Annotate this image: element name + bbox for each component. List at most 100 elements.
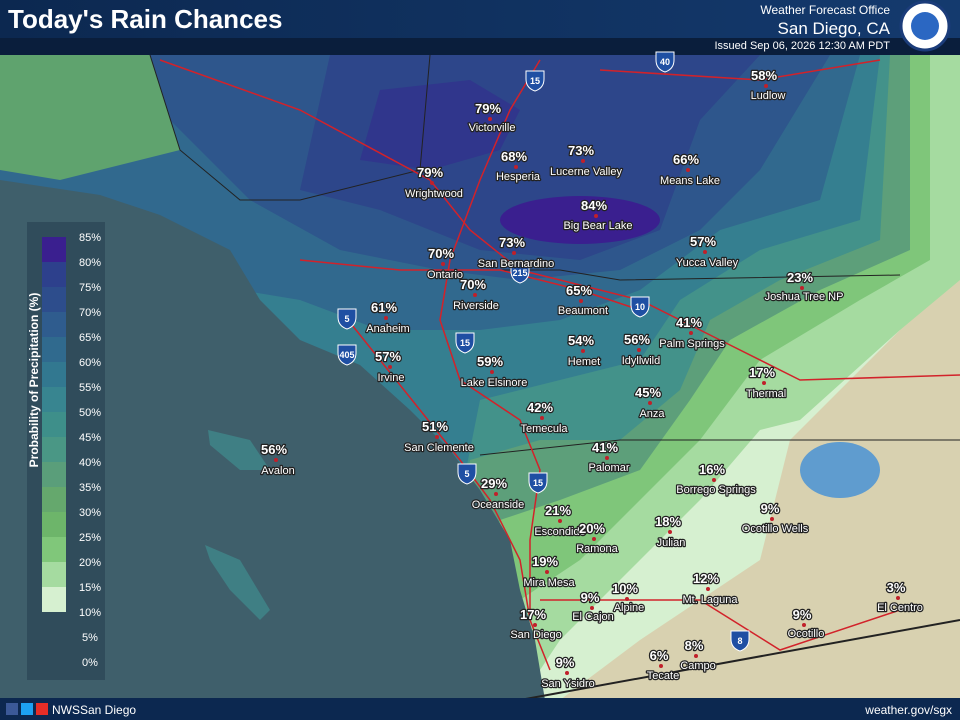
legend-title: Probability of Precipitation (%) [27, 293, 41, 468]
city-dot [637, 348, 641, 352]
city-dot [802, 623, 806, 627]
city-chance: 70% [428, 246, 454, 261]
city-name: Tecate [647, 670, 679, 682]
city-dot [770, 517, 774, 521]
city-name: Palm Springs [659, 338, 725, 350]
city-chance: 6% [650, 648, 669, 663]
city-chance: 59% [477, 354, 503, 369]
city-dot [581, 159, 585, 163]
legend-tick: 85% [79, 232, 101, 244]
city-chance: 56% [624, 332, 650, 347]
city-dot [490, 370, 494, 374]
shield-shape [630, 296, 650, 318]
legend-tick: 10% [79, 607, 101, 619]
legend-bar: 85% 80% 75% 70% 65% 60% 55% 50% 45% 40% 35% 30% 25% 2… [42, 232, 101, 669]
city-dot [703, 250, 707, 254]
legend-tick: 65% [79, 332, 101, 344]
county-line [479, 439, 960, 456]
city-chance: 79% [417, 165, 443, 180]
city: 57% Irvine [374, 348, 406, 386]
city-name: Campo [680, 660, 715, 672]
legend-tick: 75% [79, 282, 101, 294]
shield-number: 405 [339, 350, 354, 360]
city-chance: 23% [787, 270, 813, 285]
city-chance: 18% [655, 514, 681, 529]
city-name: Escondido [534, 526, 585, 538]
highway-shield: 8 [730, 630, 750, 652]
city: 41% Palm Springs [658, 314, 726, 352]
city-name: Ramona [576, 543, 618, 555]
nws-logo-inner [911, 12, 939, 40]
roads [159, 59, 960, 671]
city-chance: 41% [592, 440, 618, 455]
city: 23% Joshua Tree NP [763, 269, 844, 305]
legend-swatch [42, 337, 66, 362]
city-chance: 45% [635, 385, 661, 400]
legend-swatch [42, 387, 66, 412]
band [0, 55, 180, 180]
city-dot [592, 537, 596, 541]
city-chance: 68% [501, 149, 527, 164]
city: 73% Lucerne Valley [549, 142, 624, 180]
title: Today's Rain Chances [8, 4, 282, 34]
city-dot [388, 365, 392, 369]
ocean [0, 180, 545, 700]
city: 59% Lake Elsinore [459, 353, 528, 391]
shield-number: 15 [530, 76, 540, 86]
city-name: Yucca Valley [676, 257, 739, 269]
city: 61% Anaheim [365, 299, 411, 337]
city-name: San Bernardino [478, 258, 554, 270]
city-name: Beaumont [558, 305, 608, 317]
header-bar [0, 0, 960, 38]
city-dot [648, 401, 652, 405]
city-name: San Diego [510, 629, 561, 641]
shield-number: 15 [460, 338, 470, 348]
city-name: San Ysidro [541, 678, 595, 690]
city-dot [435, 435, 439, 439]
city: 58% Ludlow [749, 67, 786, 104]
city-dot [430, 181, 434, 185]
shield-number: 5 [464, 469, 469, 479]
city-dot [533, 623, 537, 627]
city: 9% Ocotillo [786, 606, 825, 642]
shield-shape [337, 344, 357, 366]
city-dot [540, 416, 544, 420]
header-strip [0, 38, 960, 55]
island [208, 430, 270, 470]
city-name: San Clemente [404, 442, 474, 454]
city-chance: 73% [568, 143, 594, 158]
highway-shield: 15 [525, 70, 545, 92]
legend-tick: 60% [79, 357, 101, 369]
city-name: Anza [639, 408, 665, 420]
city-chance: 56% [261, 442, 287, 457]
city-name: Means Lake [660, 175, 720, 187]
city-chance: 10% [612, 581, 638, 596]
shield-shape [528, 472, 548, 494]
city-dot [565, 671, 569, 675]
city-name: El Centro [877, 602, 923, 614]
legend-tick: 55% [79, 382, 101, 394]
city-chance: 65% [566, 283, 592, 298]
city-chance: 20% [579, 521, 605, 536]
city: 3% El Centro [876, 579, 924, 616]
city-name: Riverside [453, 300, 499, 312]
shield-number: 10 [635, 302, 645, 312]
legend-tick: 40% [79, 457, 101, 469]
city-chance: 29% [481, 476, 507, 491]
city: 12% Mt. Laguna [681, 570, 739, 608]
city-chance: 12% [693, 571, 719, 586]
city: 20% Ramona [575, 520, 620, 557]
city-name: Hemet [568, 356, 600, 368]
city-name: Wrightwood [405, 188, 463, 200]
city: 17% Thermal [745, 364, 788, 402]
issued: Issued Sep 06, 2026 12:30 AM PDT [714, 40, 890, 52]
legend-swatch [42, 262, 66, 287]
city: 84% Big Bear Lake [562, 197, 634, 234]
city-name: Irvine [378, 372, 405, 384]
legend-tick: 20% [79, 557, 101, 569]
legend-tick: 80% [79, 257, 101, 269]
shield-number: 8 [737, 636, 742, 646]
city-dot [274, 458, 278, 462]
city-chance: 41% [676, 315, 702, 330]
city-chance: 19% [532, 554, 558, 569]
